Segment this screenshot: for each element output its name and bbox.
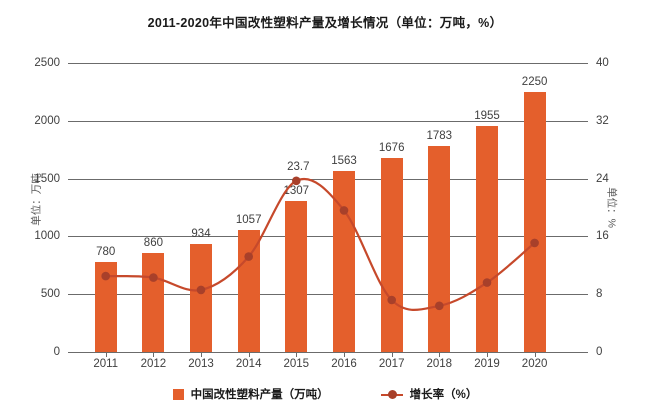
bar-2017 bbox=[380, 158, 403, 352]
left-ytick-500: 500 bbox=[40, 288, 60, 301]
line-swatch-icon bbox=[380, 389, 403, 400]
bar-2013 bbox=[190, 244, 212, 352]
gridline-2000 bbox=[68, 120, 588, 122]
bar-2011 bbox=[94, 261, 117, 352]
xtick-label-2015: 2015 bbox=[283, 358, 310, 370]
bar-value-2016: 1563 bbox=[331, 155, 357, 168]
growth-point-label-2015: 23.7 bbox=[287, 160, 310, 173]
bar-value-2014: 1057 bbox=[235, 213, 262, 226]
xtick-2015 bbox=[296, 352, 298, 357]
xtick-label-2017: 2017 bbox=[378, 358, 405, 370]
left-ytick-0: 0 bbox=[53, 346, 60, 358]
gridline-1500 bbox=[68, 178, 588, 180]
right-ytick-8: 8 bbox=[596, 288, 603, 301]
bar-2019 bbox=[476, 126, 498, 352]
left-ytick-1000: 1000 bbox=[34, 230, 60, 243]
legend-item-production[interactable]: 中国改性塑料产量（万吨） bbox=[172, 386, 329, 402]
xtick-2020 bbox=[534, 352, 536, 357]
bar-2014 bbox=[237, 229, 260, 352]
bar-2012 bbox=[142, 252, 165, 352]
gridline-0 bbox=[68, 352, 588, 353]
left-ytick-1500: 1500 bbox=[34, 172, 60, 185]
xtick-label-2019: 2019 bbox=[474, 358, 500, 370]
xtick-label-2016: 2016 bbox=[331, 358, 357, 370]
bar-2016 bbox=[333, 171, 355, 352]
bar-value-2019: 1955 bbox=[474, 110, 500, 122]
xtick-label-2012: 2012 bbox=[140, 358, 167, 370]
right-ytick-40: 40 bbox=[596, 57, 609, 69]
xtick-2017 bbox=[391, 352, 393, 357]
bar-value-2018: 1783 bbox=[426, 129, 453, 142]
xtick-2019 bbox=[487, 352, 488, 357]
right-ytick-0: 0 bbox=[596, 346, 603, 358]
bar-swatch-icon bbox=[172, 388, 184, 400]
xtick-2013 bbox=[201, 352, 202, 357]
xtick-label-2011: 2011 bbox=[93, 358, 119, 370]
xtick-label-2014: 2014 bbox=[235, 358, 262, 370]
xtick-2018 bbox=[439, 352, 441, 357]
xtick-label-2020: 2020 bbox=[521, 358, 548, 370]
right-ytick-16: 16 bbox=[596, 230, 609, 243]
left-ytick-2500: 2500 bbox=[34, 57, 60, 69]
xtick-label-2013: 2013 bbox=[188, 358, 214, 370]
right-axis-title: 单位：% bbox=[605, 187, 618, 228]
bar-2015 bbox=[285, 200, 308, 352]
legend-label-production: 中国改性塑料产量（万吨） bbox=[190, 389, 329, 401]
xtick-2016 bbox=[344, 352, 345, 357]
xtick-label-2018: 2018 bbox=[426, 358, 453, 370]
bar-value-2013: 934 bbox=[191, 228, 211, 240]
legend: 中国改性塑料产量（万吨） 增长率（%） bbox=[0, 386, 650, 402]
xtick-2012 bbox=[153, 352, 155, 357]
right-ytick-24: 24 bbox=[596, 172, 609, 185]
gridline-2500 bbox=[68, 63, 588, 64]
bar-2020 bbox=[523, 91, 546, 352]
left-ytick-2000: 2000 bbox=[34, 114, 60, 127]
right-ytick-32: 32 bbox=[596, 114, 609, 127]
legend-item-growth[interactable]: 增长率（%） bbox=[380, 386, 478, 402]
xtick-2014 bbox=[248, 352, 250, 357]
chart-title: 2011-2020年中国改性塑料产量及增长情况（单位：万吨，%） bbox=[147, 16, 503, 30]
bar-value-2015: 1307 bbox=[283, 184, 310, 197]
legend-label-growth: 增长率（%） bbox=[409, 389, 478, 401]
xtick-2011 bbox=[105, 352, 107, 357]
bar-2018 bbox=[428, 145, 451, 352]
bar-value-2020: 2250 bbox=[521, 75, 548, 88]
bar-value-2017: 1676 bbox=[378, 142, 405, 155]
